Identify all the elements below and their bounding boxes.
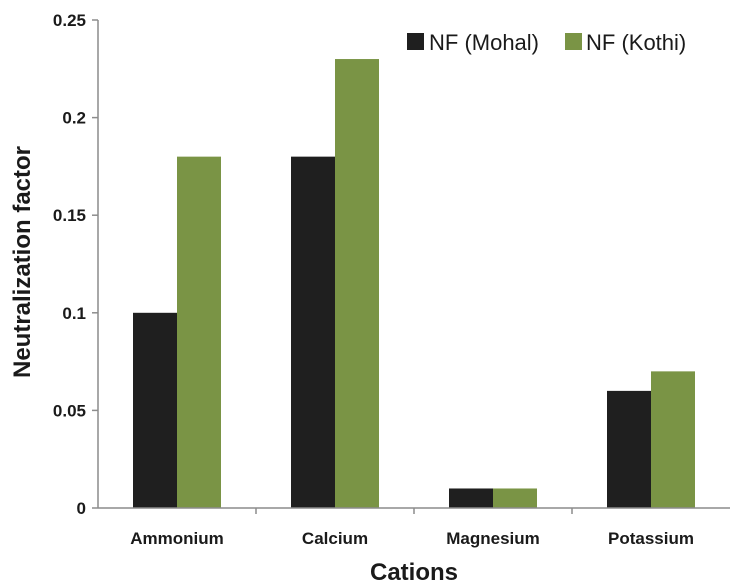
x-category-label: Calcium xyxy=(302,529,368,548)
x-category-label: Magnesium xyxy=(446,529,540,548)
y-tick-label: 0.25 xyxy=(53,11,86,30)
x-axis-title: Cations xyxy=(370,559,458,586)
bar-potassium-mohal xyxy=(607,390,651,508)
x-axis-categories: Ammonium Calcium Magnesium Potassium xyxy=(130,508,694,548)
bar-ammonium-kothi xyxy=(177,156,221,508)
bar-ammonium-mohal xyxy=(133,312,177,508)
y-tick-label: 0 xyxy=(77,499,86,518)
bars xyxy=(133,59,695,508)
y-tick-label: 0.1 xyxy=(62,304,86,323)
x-category-label: Potassium xyxy=(608,529,694,548)
bar-calcium-mohal xyxy=(291,156,335,508)
legend-label-mohal: NF (Mohal) xyxy=(429,30,539,55)
legend: NF (Mohal) NF (Kothi) xyxy=(407,30,686,55)
legend-swatch-kothi xyxy=(565,33,582,50)
x-category-label: Ammonium xyxy=(130,529,224,548)
legend-swatch-mohal xyxy=(407,33,424,50)
y-axis-ticks: 0 0.05 0.1 0.15 0.2 0.25 xyxy=(53,11,98,518)
bar-potassium-kothi xyxy=(651,371,695,508)
y-tick-label: 0.05 xyxy=(53,401,86,420)
bar-magnesium-kothi xyxy=(493,488,537,508)
bar-magnesium-mohal xyxy=(449,488,493,508)
y-axis-title: Neutralization factor xyxy=(9,146,36,378)
bar-calcium-kothi xyxy=(335,59,379,508)
legend-label-kothi: NF (Kothi) xyxy=(586,30,686,55)
y-tick-label: 0.2 xyxy=(62,109,86,128)
y-tick-label: 0.15 xyxy=(53,206,86,225)
